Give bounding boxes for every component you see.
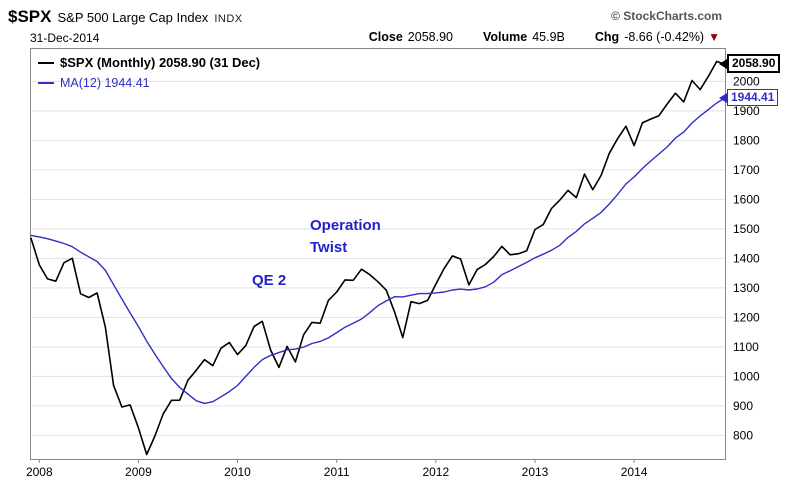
annotation-operation-twist: Operation Twist (310, 217, 381, 256)
y-axis-label: 1500 (733, 222, 760, 236)
change-value: -8.66 (-0.42%) (624, 30, 705, 44)
legend-ma-label: MA(12) 1944.41 (60, 76, 150, 90)
close-pair: Close 2058.90 (369, 30, 453, 44)
x-axis-label: 2009 (125, 465, 152, 479)
price-tag-spx-value: 2058.90 (727, 54, 781, 73)
left-arrow-icon (719, 92, 727, 103)
y-axis-label: 1800 (733, 133, 760, 147)
y-axis-label: 900 (733, 399, 753, 413)
volume-pair: Volume 45.9B (483, 30, 565, 44)
change-pair: Chg -8.66 (-0.42%) (595, 30, 704, 44)
plot-border (30, 48, 726, 460)
exchange-label: INDX (214, 13, 243, 25)
y-axis-label: 800 (733, 428, 753, 442)
ticker-symbol: $SPX (8, 7, 52, 26)
change-label: Chg (594, 30, 620, 44)
y-axis-label: 1300 (733, 281, 760, 295)
close-value: 2058.90 (407, 30, 453, 44)
left-arrow-icon (719, 58, 727, 69)
legend-spx: $SPX (Monthly) 2058.90 (31 Dec) (38, 55, 260, 70)
volume-label: Volume (482, 30, 528, 44)
y-axis-label: 1200 (733, 310, 760, 324)
y-axis-label: 1000 (733, 369, 760, 383)
price-tag-spx: 2058.90 (719, 54, 781, 73)
x-axis-label: 2010 (224, 465, 251, 479)
legend-ma: MA(12) 1944.41 (38, 76, 150, 90)
y-axis-label: 1700 (733, 163, 760, 177)
quote-summary: Close 2058.90 Volume 45.9B Chg -8.66 (-0.42… (369, 30, 720, 44)
ma12-line (30, 97, 726, 405)
change-down-triangle-icon: ▼ (708, 30, 720, 44)
spx-line-swatch-icon (38, 61, 54, 64)
price-tag-ma-value: 1944.41 (727, 89, 779, 106)
y-axis-label: 1900 (733, 104, 760, 118)
y-axis-label: 2000 (733, 74, 760, 88)
spx-price-line (30, 60, 726, 456)
x-axis-label: 2014 (621, 465, 648, 479)
y-axis-label: 1100 (733, 340, 759, 354)
legend-spx-label: $SPX (Monthly) 2058.90 (31 Dec) (60, 55, 261, 70)
close-label: Close (368, 30, 403, 44)
ma-line-swatch-icon (38, 81, 54, 84)
volume-value: 45.9B (532, 30, 565, 44)
x-axis-label: 2013 (522, 465, 549, 479)
x-axis-label: 2008 (26, 465, 53, 479)
x-axis-label: 2012 (422, 465, 449, 479)
index-name: S&P 500 Large Cap Index (57, 10, 209, 25)
y-axis-label: 1400 (733, 251, 760, 265)
chart-date: 31-Dec-2014 (30, 31, 100, 45)
annotation-qe2: QE 2 (252, 272, 287, 289)
x-axis-label: 2011 (324, 465, 350, 479)
y-axis-label: 1600 (733, 192, 760, 206)
price-tag-ma: 1944.41 (719, 89, 779, 106)
stockcharts-copyright: © StockCharts.com (611, 9, 722, 23)
chart-header: $SPX S&P 500 Large Cap Index INDX (8, 7, 243, 27)
